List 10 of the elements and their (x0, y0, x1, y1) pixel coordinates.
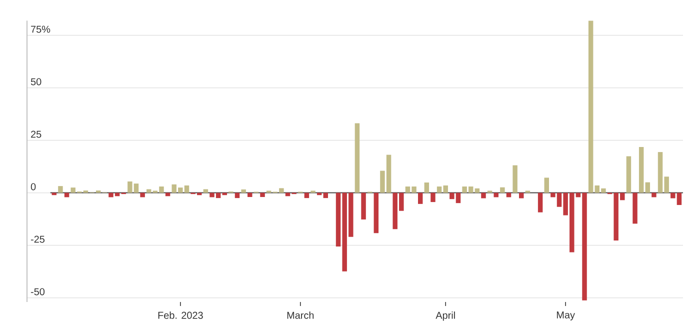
y-tick-label: 50 (30, 78, 42, 86)
y-tick-label: 75% (31, 26, 50, 33)
y-tick-label: 0 (30, 183, 36, 190)
x-tick-label: April (436, 312, 455, 321)
x-tick-label: March (287, 312, 314, 319)
y-tick-label: 25 (31, 130, 42, 138)
y-tick-label: -25 (30, 236, 44, 243)
y-tick-label: -50 (30, 288, 45, 296)
x-tick-label: Feb. 2023 (158, 312, 203, 319)
x-tick-label: May (556, 312, 575, 320)
